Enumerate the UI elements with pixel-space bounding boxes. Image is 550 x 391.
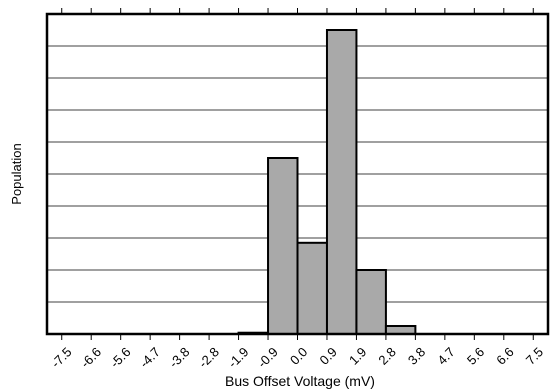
x-tick-label: 3.8 xyxy=(405,344,428,367)
x-tick-label: -1.9 xyxy=(225,344,251,370)
x-tick-label: -0.9 xyxy=(254,344,280,370)
y-axis-label: Population xyxy=(9,143,24,204)
x-tick-label: 1.9 xyxy=(346,344,369,367)
x-tick-label: -2.8 xyxy=(196,344,222,370)
x-tick-label: -5.6 xyxy=(107,344,133,370)
x-tick-label: 2.8 xyxy=(375,344,398,367)
plot-frame xyxy=(45,12,550,336)
x-tick-labels: -7.5 -6.6 -5.6 -4.7 -3.8 -2.8 -1.9 -0.9 0.0 0.9 1.… xyxy=(48,344,546,370)
x-tick-label: -7.5 xyxy=(48,344,74,370)
x-tick-label: -3.8 xyxy=(166,344,192,370)
x-axis-label: Bus Offset Voltage (mV) xyxy=(225,373,375,389)
x-tick-label: 7.5 xyxy=(523,344,546,367)
x-tick-label: -4.7 xyxy=(137,344,163,370)
histogram-bar xyxy=(355,269,387,335)
x-tick-label: -6.6 xyxy=(78,344,104,370)
histogram-bar xyxy=(267,157,299,335)
x-tick-label: 0.0 xyxy=(287,344,310,367)
bars xyxy=(237,29,417,336)
histogram-bar xyxy=(325,29,358,335)
x-tick-label: 6.6 xyxy=(493,344,516,367)
histogram-bar xyxy=(296,241,328,335)
x-tick-label: 5.6 xyxy=(464,344,487,367)
x-tick-label: 4.7 xyxy=(434,344,457,367)
x-tick-label: 0.9 xyxy=(316,344,339,367)
